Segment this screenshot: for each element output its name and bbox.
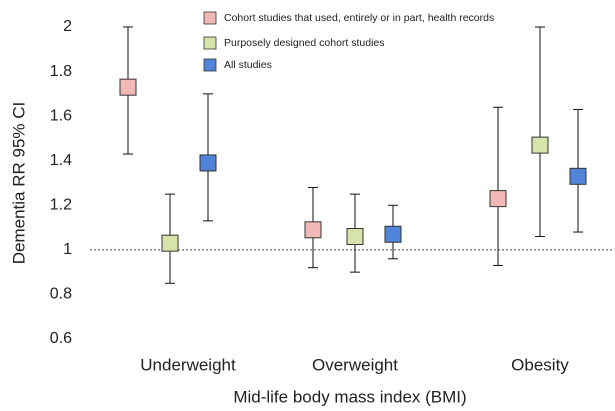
y-tick-label: 1.2 [50,197,72,214]
x-tick-label: Obesity [511,355,569,374]
legend-label: Purposely designed cohort studies [224,37,385,49]
legend-swatch [203,58,217,72]
x-tick-label: Overweight [312,355,398,374]
point-marker [489,190,507,208]
legend-label: Cohort studies that used, entirely or in… [224,12,494,24]
point-marker [384,225,402,243]
point-marker [569,167,587,185]
y-tick-label: 1.4 [50,152,72,169]
point-marker [119,78,137,96]
y-tick-label: 1.8 [50,63,72,80]
point-marker [161,234,179,252]
y-tick-label: 0.6 [50,330,72,347]
point-marker [199,154,217,172]
point-marker [531,136,549,154]
legend-label: All studies [224,59,272,71]
legend-swatch [203,11,217,25]
point-marker [304,221,322,239]
y-tick-label: 1.6 [50,107,72,124]
x-axis-title: Mid-life body mass index (BMI) [233,387,466,406]
y-tick-label: 1 [63,241,72,258]
y-tick-label: 0.8 [50,286,72,303]
point-marker [346,227,364,245]
y-tick-label: 2 [63,18,72,35]
legend-swatch [203,36,217,50]
x-tick-label: Underweight [140,355,236,374]
y-axis-title: Dementia RR 95% CI [9,102,28,265]
